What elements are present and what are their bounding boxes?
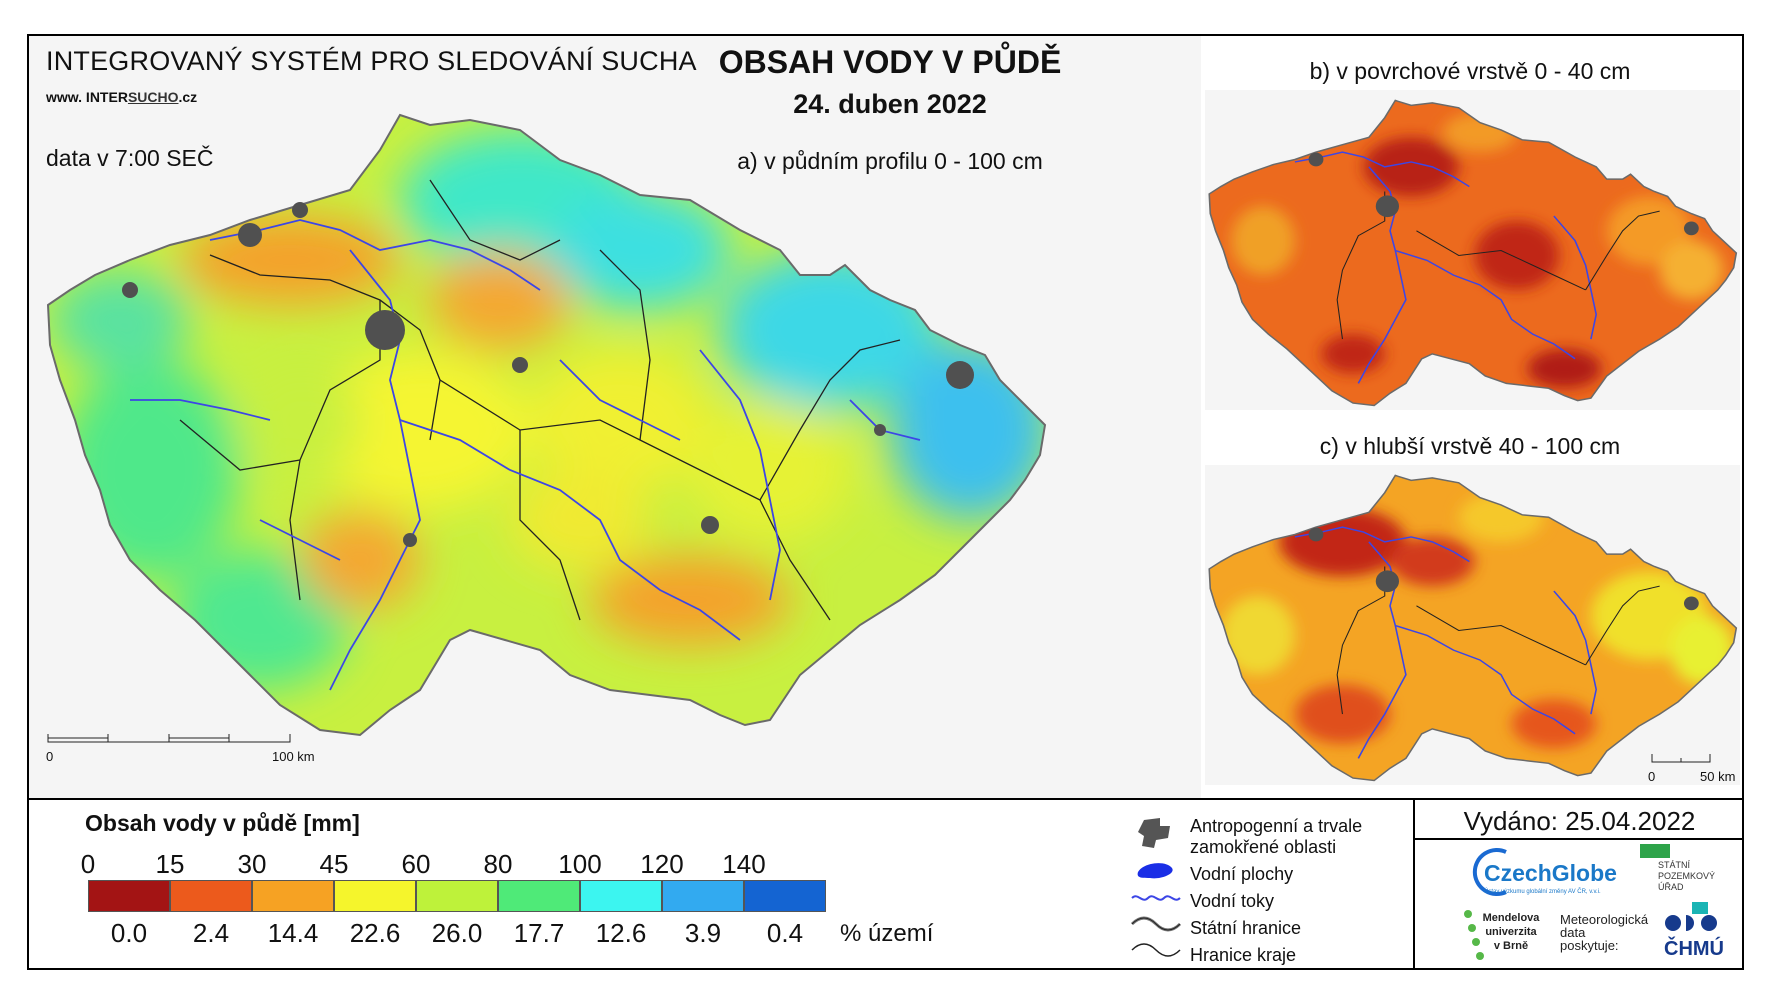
legend-swatch xyxy=(498,880,580,912)
main-scale-end: 100 km xyxy=(272,749,315,764)
legend-tick-label: 15 xyxy=(155,849,185,879)
website-url[interactable]: www. INTERSUCHO.cz xyxy=(46,89,197,105)
legend-percentage: 26.0 xyxy=(431,918,483,948)
page-title: OBSAH VODY V PŮDĚ xyxy=(718,44,1062,80)
meteo-line1: Meteorologická xyxy=(1560,912,1649,927)
small-scale-end: 50 km xyxy=(1700,769,1736,784)
region-border-icon xyxy=(1131,943,1181,957)
issued-date: Vydáno: 25.04.2022 xyxy=(1463,806,1696,836)
main-scale-bar xyxy=(47,734,291,743)
legend-tick-label: 140 xyxy=(722,849,766,879)
legend-water-courses: Vodní toky xyxy=(1190,891,1275,911)
legend-divider xyxy=(27,798,1744,800)
legend-percentage: 14.4 xyxy=(267,918,319,948)
url-underlined: SUCHO xyxy=(127,89,179,105)
legend-water-bodies: Vodní plochy xyxy=(1190,864,1294,884)
url-prefix: www. INTER xyxy=(46,89,128,105)
main-map-region-borders xyxy=(179,179,901,621)
legend-tick-label: 30 xyxy=(237,849,267,879)
legend-swatch xyxy=(580,880,662,912)
footer-horizontal-divider xyxy=(1413,838,1744,840)
spu-line3: ÚŘAD xyxy=(1658,882,1684,892)
legend-percentage: 3.9 xyxy=(684,918,722,948)
czechglobe-subtitle: Ústav výzkumu globální změny AV ČR, v.v.… xyxy=(1484,889,1601,895)
legend-swatch xyxy=(744,880,826,912)
state-border-icon-inner xyxy=(1131,917,1181,931)
legend-percentage: 2.4 xyxy=(192,918,230,948)
legend-tick-label: 80 xyxy=(483,849,513,879)
small-scale-bar xyxy=(1651,754,1711,763)
legend-region-border: Hranice kraje xyxy=(1190,945,1297,965)
legend-tick-label: 100 xyxy=(558,849,602,879)
legend-title: Obsah vody v půdě [mm] xyxy=(85,810,360,836)
main-map-raster xyxy=(48,115,1045,735)
spu-logo-text: STÁTNÍ POZEMKOVÝ ÚŘAD xyxy=(1658,860,1715,893)
meteo-line2: data xyxy=(1560,925,1586,940)
mendelu-logo-icon xyxy=(1464,910,1484,960)
chmu-logo-icon xyxy=(1665,915,1717,931)
legend-percentage: 0.0 xyxy=(110,918,148,948)
meteo-line3: poskytuje: xyxy=(1560,938,1619,953)
legend-tick-label: 0 xyxy=(80,849,96,879)
water-body-icon xyxy=(1137,863,1173,879)
legend-swatch xyxy=(334,880,416,912)
legend-percentage: 0.4 xyxy=(766,918,804,948)
symbol-legend-icons xyxy=(1130,818,1182,957)
czechglobe-logo: CzechGlobe xyxy=(1484,860,1617,886)
legend-percentage: 17.7 xyxy=(513,918,565,948)
url-suffix: .cz xyxy=(178,89,198,105)
legend-swatch xyxy=(662,880,744,912)
legend-percentage: 22.6 xyxy=(349,918,401,948)
legend-swatch xyxy=(252,880,334,912)
legend-tick-label: 120 xyxy=(640,849,684,879)
surface-layer-map xyxy=(1208,99,1738,407)
data-time: data v 7:00 SEČ xyxy=(46,145,214,171)
legend-swatch xyxy=(416,880,498,912)
legend-percentage: 12.6 xyxy=(595,918,647,948)
main-map-state-border xyxy=(46,113,1047,737)
page-date: 24. duben 2022 xyxy=(793,89,987,119)
spu-line1: STÁTNÍ xyxy=(1658,860,1691,870)
small-scale-start: 0 xyxy=(1648,769,1656,784)
footer-vertical-divider xyxy=(1413,798,1415,970)
map-b-label: b) v povrchové vrstvě 0 - 40 cm xyxy=(1309,58,1631,84)
mendelu-line1: Mendelova xyxy=(1482,912,1540,924)
legend-tick-label: 60 xyxy=(401,849,431,879)
mendelu-logo-text: Mendelova univerzita v Brně xyxy=(1476,911,1546,953)
legend-swatch xyxy=(88,880,170,912)
legend-anthropogenic-line2: zamokřené oblasti xyxy=(1190,837,1337,857)
mendelu-line2: univerzita xyxy=(1485,926,1537,938)
map-a-label: a) v půdním profilu 0 - 100 cm xyxy=(737,148,1043,174)
legend-state-border: Státní hranice xyxy=(1190,918,1302,938)
legend-swatch xyxy=(170,880,252,912)
czechglobe-logo-icon xyxy=(1472,848,1507,896)
map-c-label: c) v hlubší vrstvě 40 - 100 cm xyxy=(1319,433,1621,459)
water-course-icon xyxy=(1131,895,1181,901)
legend-tick-label: 45 xyxy=(319,849,349,879)
main-scale-start: 0 xyxy=(46,749,54,764)
spu-line2: POZEMKOVÝ xyxy=(1658,871,1716,881)
deep-layer-map xyxy=(1208,474,1738,782)
legend-anthropogenic-line1: Antropogenní a trvale xyxy=(1190,816,1363,836)
legend-percent-unit: % území xyxy=(840,920,934,947)
chmu-logo: ČHMÚ xyxy=(1664,938,1724,960)
anthropogenic-area-icon xyxy=(1138,818,1170,848)
spu-logo-icon xyxy=(1640,844,1708,914)
meteo-text: Meteorologická data poskytuje: xyxy=(1560,913,1648,952)
system-title: INTEGROVANÝ SYSTÉM PRO SLEDOVÁNÍ SUCHA xyxy=(46,46,697,76)
main-map-urban-areas xyxy=(122,202,974,547)
mendelu-line3: v Brně xyxy=(1493,940,1529,952)
